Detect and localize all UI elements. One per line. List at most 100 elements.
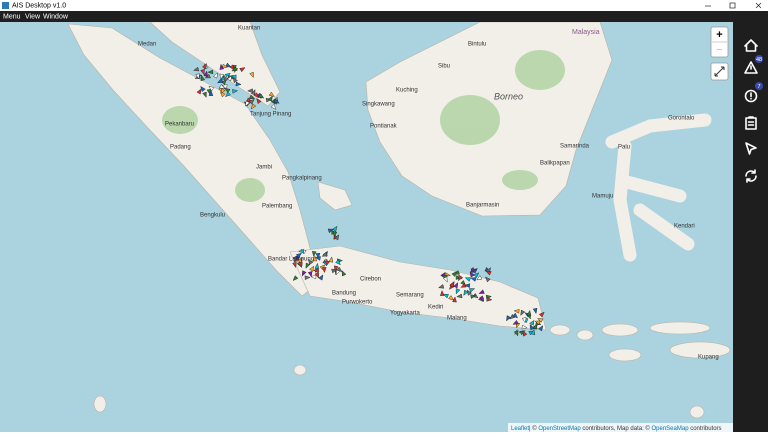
vessel-marker[interactable]	[268, 91, 275, 98]
vessel-marker[interactable]	[219, 73, 225, 80]
vessel-marker[interactable]	[321, 252, 328, 258]
vessel-marker[interactable]	[255, 97, 262, 104]
vessel-marker[interactable]	[314, 262, 320, 269]
vessel-marker[interactable]	[505, 315, 511, 322]
vessel-marker[interactable]	[454, 288, 461, 295]
vessel-marker[interactable]	[478, 295, 485, 302]
vessel-marker[interactable]	[207, 69, 214, 75]
vessel-marker[interactable]	[295, 252, 302, 259]
vessel-marker[interactable]	[323, 259, 330, 266]
vessel-marker[interactable]	[225, 62, 232, 69]
vessel-marker[interactable]	[224, 91, 231, 98]
zoom-in-button[interactable]: +	[716, 29, 722, 41]
vessel-marker[interactable]	[478, 289, 485, 296]
vessel-marker[interactable]	[537, 317, 544, 323]
menu-item[interactable]: Menu	[3, 13, 21, 20]
vessel-marker[interactable]	[442, 276, 449, 283]
vessel-marker[interactable]	[208, 90, 214, 96]
vessel-marker[interactable]	[335, 259, 342, 266]
vessel-marker[interactable]	[217, 78, 224, 85]
vessel-marker[interactable]	[327, 227, 334, 234]
vessel-marker[interactable]	[452, 296, 457, 303]
vessel-marker[interactable]	[319, 263, 326, 271]
vessel-marker[interactable]	[451, 270, 458, 277]
refresh-button[interactable]	[745, 169, 757, 183]
vessel-marker[interactable]	[340, 270, 347, 277]
select-button[interactable]	[745, 142, 757, 155]
vessel-marker[interactable]	[473, 271, 480, 278]
vessel-marker[interactable]	[193, 66, 200, 72]
report-button[interactable]	[745, 116, 757, 130]
vessel-marker[interactable]	[199, 85, 206, 92]
vessel-marker[interactable]	[307, 271, 313, 278]
vessel-marker[interactable]	[526, 309, 532, 316]
zoom-out-button[interactable]: −	[716, 44, 722, 56]
vessel-marker[interactable]	[229, 64, 236, 71]
vessel-marker[interactable]	[202, 63, 208, 70]
vessel-marker[interactable]	[300, 270, 307, 277]
vessel-marker[interactable]	[222, 75, 229, 82]
vessel-marker[interactable]	[307, 258, 314, 265]
vessel-marker[interactable]	[253, 92, 260, 99]
vessel-marker[interactable]	[230, 74, 237, 80]
vessel-marker[interactable]	[208, 85, 215, 92]
vessel-marker[interactable]	[462, 289, 469, 296]
vessel-marker[interactable]	[513, 309, 520, 314]
vessel-marker[interactable]	[315, 252, 321, 259]
vessel-marker[interactable]	[449, 281, 456, 288]
vessel-marker[interactable]	[486, 297, 493, 302]
vessel-marker[interactable]	[304, 262, 311, 269]
vessel-marker[interactable]	[250, 89, 257, 96]
vessel-marker[interactable]	[270, 103, 277, 110]
vessel-marker[interactable]	[512, 320, 519, 326]
vessel-marker[interactable]	[442, 292, 449, 299]
vessel-marker[interactable]	[231, 66, 238, 73]
vessel-marker[interactable]	[239, 66, 246, 73]
vessel-marker[interactable]	[199, 74, 206, 82]
vessel-marker[interactable]	[476, 275, 483, 282]
vessel-marker[interactable]	[292, 275, 299, 282]
vessel-marker[interactable]	[528, 324, 535, 331]
vessel-marker[interactable]	[331, 268, 338, 274]
alerts-button[interactable]	[744, 61, 758, 74]
vessel-marker[interactable]	[200, 68, 206, 76]
vessel-marker[interactable]	[538, 325, 544, 332]
vessel-marker[interactable]	[336, 266, 343, 273]
vessel-marker[interactable]	[453, 282, 460, 289]
vessel-marker[interactable]	[224, 87, 231, 94]
vessel-marker[interactable]	[219, 90, 226, 98]
vessel-marker[interactable]	[485, 269, 492, 276]
vessel-marker[interactable]	[484, 276, 491, 283]
vessel-marker[interactable]	[219, 84, 226, 90]
vessel-marker[interactable]	[213, 72, 219, 79]
vessel-marker[interactable]	[470, 294, 477, 299]
vessel-marker[interactable]	[247, 88, 253, 94]
vessel-marker[interactable]	[456, 293, 463, 299]
vessel-marker[interactable]	[248, 94, 256, 101]
vessel-marker[interactable]	[222, 63, 229, 69]
vessel-marker[interactable]	[231, 76, 238, 84]
vessel-marker[interactable]	[457, 275, 464, 282]
vessel-marker[interactable]	[298, 249, 304, 254]
vessel-marker[interactable]	[532, 307, 538, 315]
vessel-marker[interactable]	[468, 287, 476, 293]
vessel-marker[interactable]	[314, 272, 321, 279]
vessel-marker[interactable]	[248, 98, 255, 105]
vessel-marker[interactable]	[227, 75, 233, 82]
vessel-marker[interactable]	[312, 268, 319, 274]
vessel-marker[interactable]	[321, 267, 327, 274]
vessel-marker[interactable]	[202, 91, 208, 98]
vessel-marker[interactable]	[465, 289, 472, 296]
vessel-marker[interactable]	[297, 257, 304, 264]
vessel-marker[interactable]	[273, 98, 280, 105]
osm-link[interactable]: OpenStreetMap	[538, 426, 581, 432]
leaflet-link[interactable]: Leaflet	[511, 426, 529, 432]
vessel-marker[interactable]	[519, 309, 526, 316]
vessel-marker[interactable]	[538, 311, 545, 318]
vessel-marker[interactable]	[235, 81, 242, 87]
vessel-marker[interactable]	[221, 83, 228, 89]
vessel-marker[interactable]	[250, 103, 257, 110]
vessel-marker[interactable]	[513, 330, 520, 337]
menu-item[interactable]: Window	[43, 13, 69, 20]
window-controls[interactable]	[705, 2, 762, 9]
